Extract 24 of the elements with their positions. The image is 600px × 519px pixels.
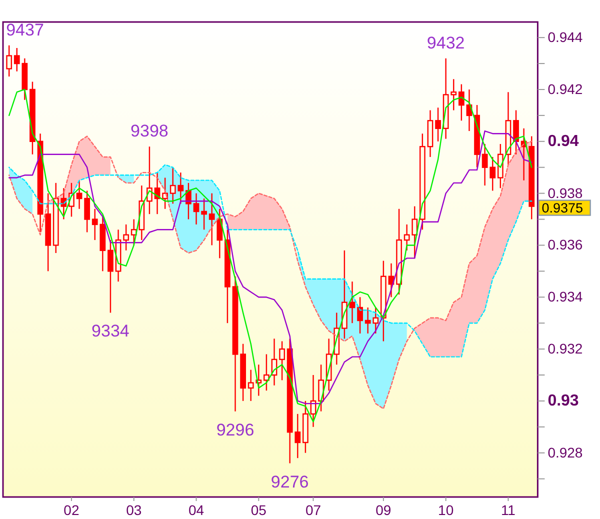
text: 9437 (6, 20, 44, 40)
x-tick-label: 03 (126, 502, 142, 518)
text: 9276 (270, 472, 309, 492)
text: 9296 (216, 420, 254, 440)
text: 9432 (426, 33, 465, 52)
x-tick-label: 09 (376, 502, 392, 518)
x-tick-label: 07 (305, 502, 322, 518)
text: 0.9375 (542, 200, 583, 216)
text: 9334 (92, 322, 130, 341)
y-tick-label: 0.93 (548, 392, 579, 410)
x-tick-label: 02 (64, 502, 80, 518)
x-tick-label: 10 (438, 502, 454, 518)
y-tick-label: 0.928 (548, 444, 583, 460)
y-tick-label: 0.936 (548, 236, 583, 253)
y-tick-label: 0.932 (548, 340, 583, 357)
x-tick-label: 11 (500, 502, 516, 518)
y-tick-label: 0.938 (548, 184, 583, 201)
y-tick-label: 0.934 (548, 288, 583, 305)
x-tick-label: 05 (250, 502, 267, 518)
y-tick-label: 0.942 (548, 80, 583, 97)
x-tick-label: 04 (188, 502, 204, 518)
text: 9398 (130, 122, 168, 141)
y-tick-label: 0.944 (548, 29, 583, 46)
y-tick-label: 0.94 (548, 132, 579, 150)
